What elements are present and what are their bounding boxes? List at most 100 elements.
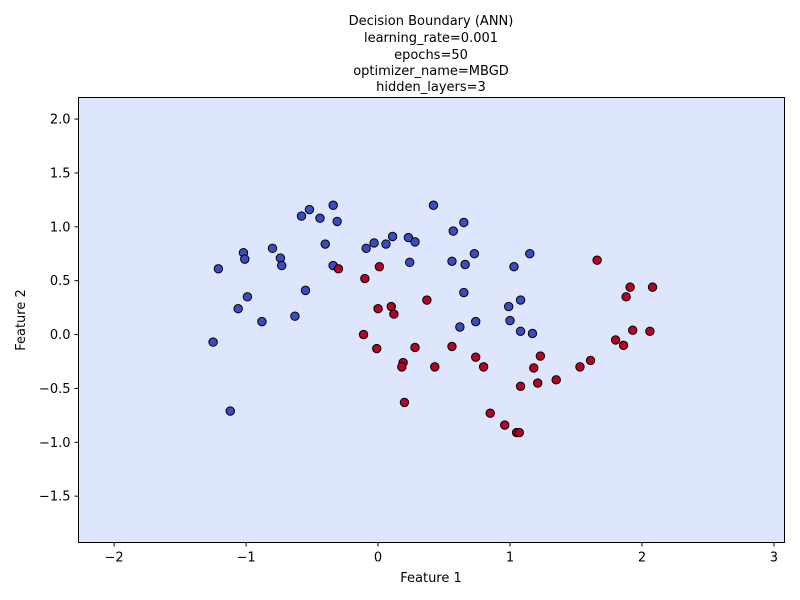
scatter-point <box>405 257 415 268</box>
scatter-point <box>372 343 382 354</box>
axis-ticks: −2 −1 0 1 2 3 −1.5 −1.0 −0.5 0.0 0.5 1.0 1.5 2.0 <box>39 113 778 566</box>
scatter-point <box>373 303 383 314</box>
y-tick-label: −1.5 <box>39 490 71 505</box>
y-tick-label: 0.0 <box>50 328 71 343</box>
y-tick-label: 0.5 <box>50 274 71 289</box>
scatter-point <box>515 381 526 391</box>
scatter-point <box>428 200 439 210</box>
chart-title-line-1: Decision Boundary (ANN) <box>349 14 514 29</box>
scatter-point <box>397 362 407 372</box>
scatter-point <box>374 261 385 272</box>
scatter-point <box>514 427 524 438</box>
scatter-point <box>290 311 300 321</box>
scatter-point <box>585 355 596 366</box>
chart-title-line-4: optimizer_name=MBGD <box>353 64 509 79</box>
scatter-point <box>447 256 457 266</box>
scatter-point <box>459 287 469 298</box>
scatter-point <box>527 328 538 339</box>
scatter-point <box>410 237 420 247</box>
plot-frame <box>78 97 785 543</box>
scatter-point <box>628 325 638 335</box>
scatter-point <box>240 254 250 264</box>
scatter-point <box>575 362 585 372</box>
scatter-point <box>645 326 655 337</box>
scatter-point <box>509 261 519 272</box>
x-tick-label: 1 <box>506 551 514 566</box>
scatter-point <box>332 216 342 227</box>
scatter-point <box>430 362 440 372</box>
scatter-point <box>500 420 510 430</box>
scatter-point <box>485 408 495 418</box>
scatter-point <box>320 239 330 249</box>
scatter-point <box>503 301 514 312</box>
scatter-point <box>551 375 561 385</box>
x-tick-label: 0 <box>374 551 382 566</box>
scatter-point <box>448 226 458 236</box>
scatter-point <box>328 200 338 210</box>
scatter-point <box>618 340 629 351</box>
scatter-point <box>208 337 218 347</box>
scatter-point <box>610 335 621 345</box>
scatter-point <box>358 329 369 340</box>
scatter-point <box>361 243 371 254</box>
chart-title-line-3: epochs=50 <box>394 48 468 63</box>
scatter-point <box>225 406 235 416</box>
scatter-point <box>478 362 489 372</box>
scatter-point <box>387 231 398 242</box>
y-tick-label: 2.0 <box>50 113 71 128</box>
scatter-point <box>525 249 535 259</box>
scatter-point <box>535 351 546 361</box>
scatter-point <box>410 342 420 353</box>
scatter-point <box>529 363 539 373</box>
scatter-point <box>304 204 315 215</box>
scatter-point <box>267 243 278 254</box>
scatter-point <box>360 273 370 284</box>
scatter-point <box>389 309 399 319</box>
plot-area <box>78 97 785 543</box>
scatter-point <box>315 213 325 223</box>
scatter-point <box>469 249 480 259</box>
y-tick-label: −0.5 <box>39 382 71 397</box>
scatter-point <box>471 352 481 362</box>
scatter-point <box>242 292 253 302</box>
x-tick-label: 3 <box>770 551 778 566</box>
scatter-point <box>333 264 344 274</box>
scatter-point <box>381 239 391 249</box>
y-tick-label: 1.0 <box>50 220 71 235</box>
scatter-point <box>533 378 543 388</box>
scatter-point <box>275 253 286 263</box>
scatter-point <box>459 217 469 228</box>
scatter-point <box>422 295 432 305</box>
y-tick-label: −1.0 <box>39 436 71 451</box>
chart-title-line-2: learning_rate=0.001 <box>364 31 498 46</box>
x-tick-label: −2 <box>105 551 124 566</box>
scatter-point <box>213 264 224 274</box>
scatter-points <box>208 200 658 438</box>
x-tick-label: −1 <box>237 551 256 566</box>
scatter-point <box>515 295 526 305</box>
chart-title-line-5: hidden_layers=3 <box>376 80 486 95</box>
scatter-point <box>592 255 602 265</box>
scatter-point <box>277 260 287 271</box>
scatter-point <box>505 315 515 326</box>
scatter-point <box>399 397 410 408</box>
scatter-point <box>369 238 379 248</box>
scatter-point <box>233 303 243 314</box>
scatter-point <box>296 211 307 221</box>
scatter-point <box>455 322 465 332</box>
scatter-point <box>447 341 457 352</box>
x-tick-label: 2 <box>638 551 646 566</box>
y-tick-label: 1.5 <box>50 166 71 181</box>
scatter-point <box>403 232 414 243</box>
scatter-point <box>621 292 631 302</box>
scatter-point <box>460 259 470 270</box>
x-axis-label: Feature 1 <box>400 571 462 586</box>
scatter-point <box>471 316 481 327</box>
scatter-point <box>257 316 267 327</box>
scatter-point <box>625 282 635 292</box>
y-axis-label: Feature 2 <box>14 289 29 351</box>
scatter-point <box>515 326 526 337</box>
scatter-point <box>647 282 658 292</box>
scatter-point <box>300 285 311 296</box>
